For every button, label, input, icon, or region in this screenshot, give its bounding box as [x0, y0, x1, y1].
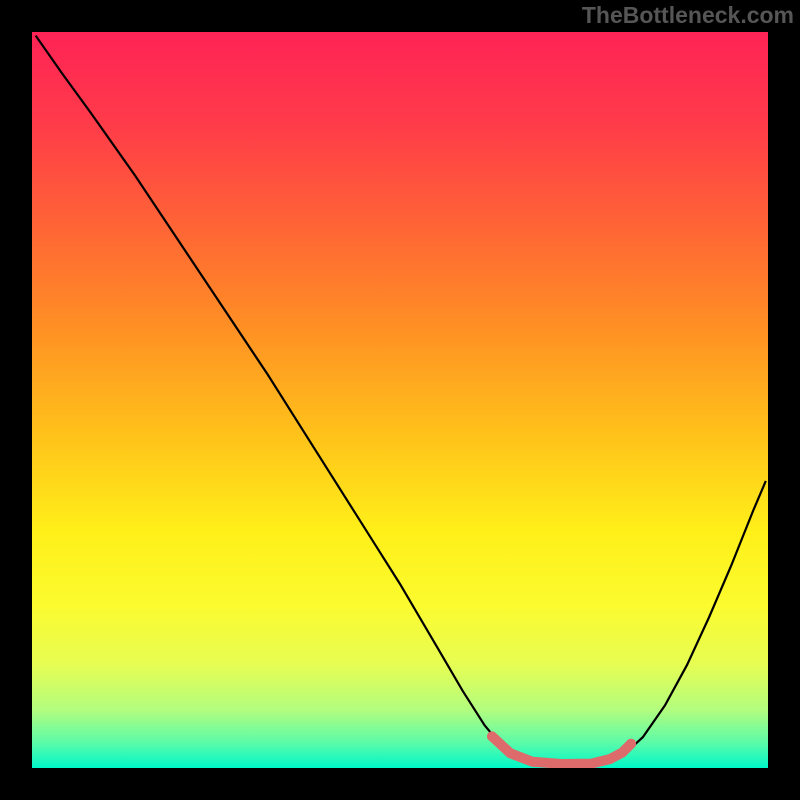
chart-outer-frame: TheBottleneck.com: [0, 0, 800, 800]
chart-svg: [32, 32, 768, 768]
chart-background: [32, 32, 768, 768]
optimal-endpoint-dot: [487, 731, 497, 741]
optimal-endpoint-dot: [626, 739, 636, 749]
watermark-text: TheBottleneck.com: [582, 2, 794, 29]
plot-area: [32, 32, 768, 768]
